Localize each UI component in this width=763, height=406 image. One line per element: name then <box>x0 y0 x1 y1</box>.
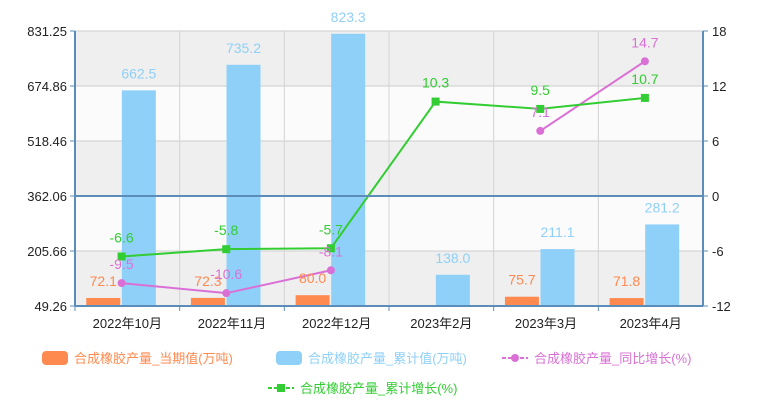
left-tick-label: 49.26 <box>34 299 67 314</box>
bar-cumulative <box>331 33 366 307</box>
right-tick-label: 0 <box>712 189 719 204</box>
bar-current <box>295 295 330 306</box>
legend-label: 合成橡胶产量_当期值(万吨) <box>74 351 233 366</box>
x-tick-label: 2022年12月 <box>302 316 371 331</box>
legend: 合成橡胶产量_当期值(万吨) 合成橡胶产量_累计值(万吨) 合成橡胶产量_同比增长(… <box>42 351 691 396</box>
series-line-yoy <box>539 60 646 132</box>
legend-marker <box>277 384 285 392</box>
bar-data-label: 735.2 <box>226 40 261 56</box>
legend-label: 合成橡胶产量_同比增长(%) <box>534 351 691 366</box>
yoy-point <box>536 126 545 135</box>
line-data-label: -9.5 <box>110 256 134 272</box>
legend-swatch <box>42 351 68 365</box>
legend-marker <box>511 354 519 362</box>
line-data-label: -6.6 <box>110 230 134 246</box>
cum-growth-point <box>117 252 126 261</box>
bar-cumulative <box>121 90 156 307</box>
bar-data-label: 662.5 <box>121 65 156 81</box>
left-tick-label: 518.46 <box>27 134 67 149</box>
bar-cumulative <box>645 224 680 306</box>
legend-label: 合成橡胶产量_累计增长(%) <box>300 381 457 396</box>
x-tick-label: 2023年2月 <box>410 316 472 331</box>
right-tick-label: 18 <box>712 24 726 39</box>
bar-current <box>504 296 539 306</box>
bar-current <box>190 297 225 306</box>
left-tick-label: 674.86 <box>27 79 67 94</box>
line-data-label: 10.3 <box>422 75 449 91</box>
legend-swatch <box>276 351 302 365</box>
yoy-point <box>326 266 335 275</box>
bar-data-label: 72.3 <box>194 273 221 289</box>
bar-data-label: 823.3 <box>331 9 366 25</box>
bar-data-label: 281.2 <box>645 199 680 215</box>
line-data-label: -5.8 <box>214 222 238 238</box>
cum-growth-point <box>431 97 440 106</box>
line-data-label: 7.1 <box>531 104 551 120</box>
cum-growth-point <box>640 93 649 102</box>
right-tick-label: 12 <box>712 79 726 94</box>
bar-data-label: 80.0 <box>299 270 326 286</box>
line-data-label: -10.6 <box>210 266 242 282</box>
yoy-point <box>117 279 126 288</box>
bar-cumulative <box>435 274 470 306</box>
right-tick-label: -12 <box>712 299 731 314</box>
line-data-label: 10.7 <box>631 71 658 87</box>
yoy-point <box>222 289 231 298</box>
series-line-cum-growth <box>121 96 646 258</box>
axes: 49.26 205.66 362.06 518.46 674.86 831.25 -12 -6… <box>27 24 731 331</box>
bar-data-label: 72.1 <box>90 273 117 289</box>
bars <box>86 33 680 307</box>
bar-data-label: 75.7 <box>508 272 535 288</box>
line-data-label: 14.7 <box>631 34 658 50</box>
data-labels: 72.1 72.3 80.0 75.7 71.8 662.5 735.2 823.3 138.0… <box>90 9 680 289</box>
x-tick-label: 2023年4月 <box>620 316 682 331</box>
cum-growth-point <box>536 104 545 113</box>
left-tick-label: 205.66 <box>27 244 67 259</box>
right-tick-label: 6 <box>712 134 719 149</box>
x-tick-label: 2023年3月 <box>515 316 577 331</box>
line-data-label: 9.5 <box>531 82 551 98</box>
left-tick-label: 831.25 <box>27 24 67 39</box>
bar-current <box>609 298 644 306</box>
yoy-point <box>640 57 649 66</box>
right-tick-label: -6 <box>712 244 724 259</box>
left-tick-label: 362.06 <box>27 189 67 204</box>
line-data-label: -5.7 <box>319 221 343 237</box>
lines <box>117 57 649 298</box>
cum-growth-point <box>222 245 231 254</box>
bar-data-label: 71.8 <box>613 273 640 289</box>
legend-label: 合成橡胶产量_累计值(万吨) <box>308 351 467 366</box>
bar-data-label: 138.0 <box>435 250 470 266</box>
bar-cumulative <box>226 64 261 306</box>
bar-cumulative <box>540 249 575 306</box>
x-tick-label: 2022年10月 <box>93 316 162 331</box>
bar-current <box>86 297 121 306</box>
bar-data-label: 211.1 <box>541 224 575 240</box>
line-data-label: -8.1 <box>319 243 343 259</box>
x-tick-label: 2022年11月 <box>198 316 266 331</box>
cum-growth-point <box>326 244 335 253</box>
